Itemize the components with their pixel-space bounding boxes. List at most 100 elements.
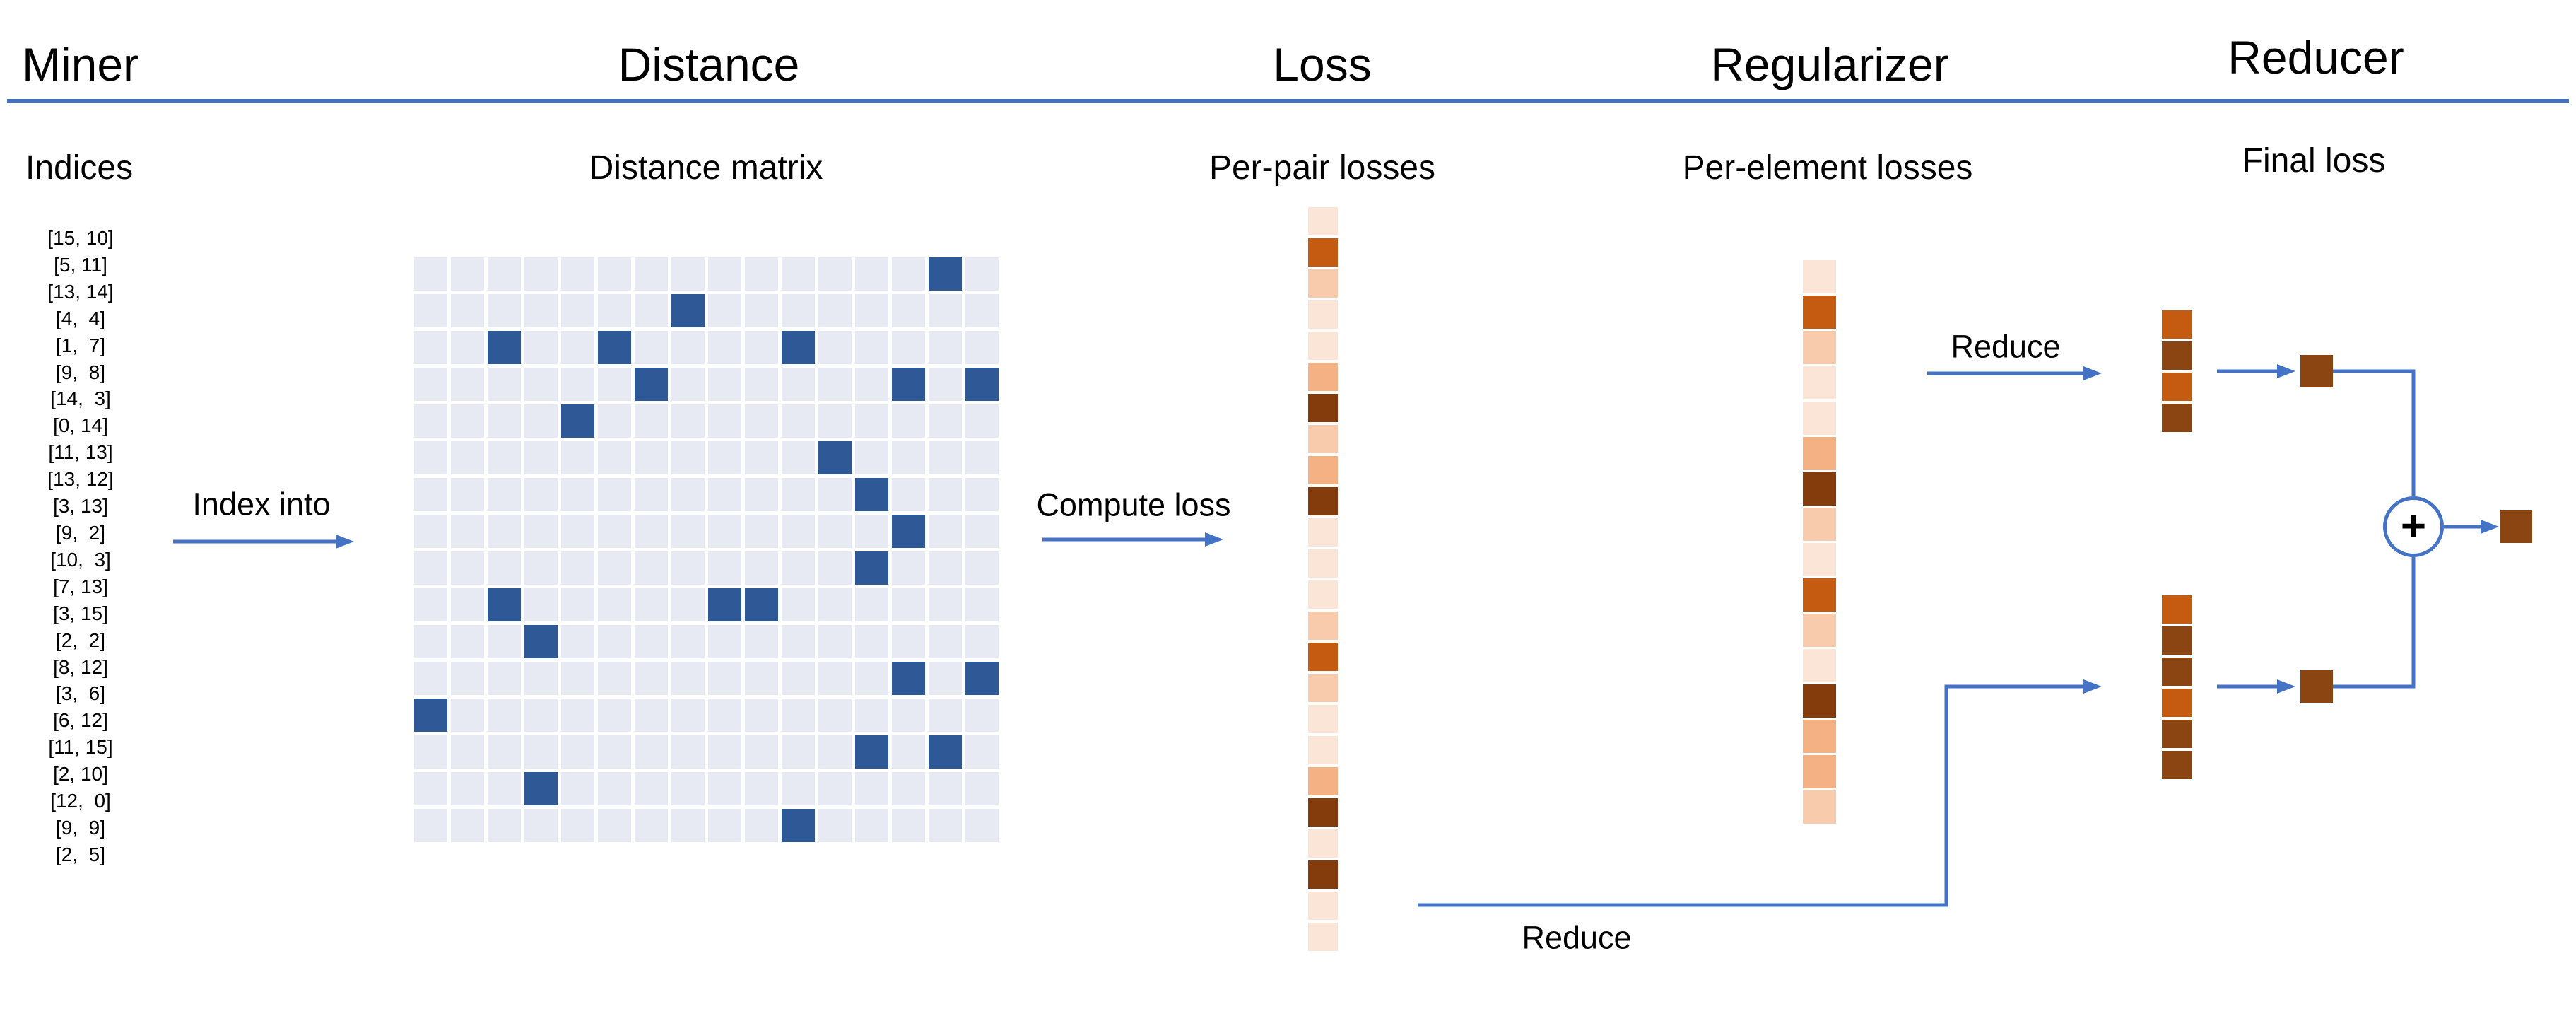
- matrix-cell: [671, 809, 705, 842]
- per-pair-loss-cell: [1308, 207, 1338, 235]
- per-pair-loss-cell: [1308, 363, 1338, 391]
- matrix-cell: [782, 441, 815, 474]
- matrix-cell: [488, 735, 521, 769]
- index-pair: [14, 3]: [50, 387, 111, 410]
- matrix-cell: [965, 478, 999, 511]
- matrix-cell: [414, 551, 447, 585]
- per-pair-losses-strip: [1308, 207, 1338, 951]
- matrix-cell: [524, 809, 558, 842]
- matrix-cell: [965, 735, 999, 769]
- matrix-cell: [745, 662, 778, 695]
- matrix-cell: [818, 257, 852, 291]
- matrix-cell: [708, 625, 741, 658]
- matrix-cell-mined: [635, 368, 668, 401]
- reduced-bottom-cell: [2162, 626, 2192, 655]
- matrix-cell: [635, 809, 668, 842]
- index-pair: [11, 13]: [48, 441, 113, 464]
- matrix-cell: [598, 625, 631, 658]
- matrix-cell: [892, 404, 925, 438]
- matrix-cell: [671, 515, 705, 548]
- matrix-cell: [671, 588, 705, 621]
- per-element-loss-cell: [1803, 684, 1836, 718]
- matrix-cell: [635, 662, 668, 695]
- matrix-cell: [818, 735, 852, 769]
- index-pair: [12, 0]: [50, 790, 111, 812]
- per-element-loss-cell: [1803, 331, 1836, 364]
- per-pair-loss-cell: [1308, 487, 1338, 515]
- matrix-cell: [782, 515, 815, 548]
- matrix-cell: [598, 588, 631, 621]
- matrix-cell: [561, 331, 594, 364]
- matrix-cell: [965, 257, 999, 291]
- matrix-cell-mined: [671, 294, 705, 327]
- per-pair-loss-cell: [1308, 332, 1338, 360]
- matrix-cell: [488, 257, 521, 291]
- matrix-cell: [561, 294, 594, 327]
- matrix-cell: [929, 809, 962, 842]
- matrix-cell: [782, 368, 815, 401]
- matrix-cell: [671, 257, 705, 291]
- matrix-cell: [635, 735, 668, 769]
- matrix-cell: [451, 331, 484, 364]
- index-pair: [8, 12]: [53, 655, 108, 678]
- matrix-cell: [561, 257, 594, 291]
- matrix-cell: [635, 257, 668, 291]
- index-pair: [11, 15]: [48, 736, 113, 759]
- reduce-bottom-label: Reduce: [1522, 919, 1632, 956]
- matrix-cell: [929, 551, 962, 585]
- matrix-cell: [855, 331, 888, 364]
- per-pair-loss-cell: [1308, 860, 1338, 889]
- sum-circle: +: [2383, 496, 2444, 557]
- index-pair: [13, 12]: [47, 468, 114, 491]
- matrix-cell: [818, 625, 852, 658]
- matrix-cell: [818, 515, 852, 548]
- matrix-cell: [451, 404, 484, 438]
- matrix-cell: [782, 294, 815, 327]
- index-pair: [6, 12]: [53, 709, 108, 732]
- matrix-cell: [671, 772, 705, 805]
- index-pair: [9, 8]: [55, 361, 106, 383]
- reduced-top-cell: [2162, 310, 2192, 339]
- matrix-cell: [708, 809, 741, 842]
- matrix-cell: [488, 478, 521, 511]
- matrix-cell: [818, 551, 852, 585]
- per-pair-loss-cell: [1308, 612, 1338, 640]
- per-pair-loss-cell: [1308, 892, 1338, 920]
- matrix-cell: [929, 699, 962, 732]
- matrix-cell-mined: [524, 772, 558, 805]
- sublabel-distance-matrix: Distance matrix: [589, 149, 823, 187]
- per-pair-loss-cell: [1308, 829, 1338, 858]
- per-pair-loss-cell: [1308, 518, 1338, 547]
- matrix-cell: [524, 441, 558, 474]
- matrix-cell: [929, 588, 962, 621]
- matrix-cell: [635, 699, 668, 732]
- matrix-cell-mined: [892, 515, 925, 548]
- matrix-cell: [929, 515, 962, 548]
- matrix-cell-mined: [708, 588, 741, 621]
- matrix-cell: [451, 257, 484, 291]
- index-pair: [13, 14]: [47, 280, 114, 303]
- index-pair: [3, 15]: [53, 602, 108, 624]
- matrix-cell: [524, 331, 558, 364]
- matrix-cell: [635, 441, 668, 474]
- matrix-cell: [451, 625, 484, 658]
- matrix-cell: [488, 404, 521, 438]
- per-pair-loss-cell: [1308, 798, 1338, 827]
- matrix-cell: [414, 404, 447, 438]
- matrix-cell: [561, 735, 594, 769]
- matrix-cell: [855, 441, 888, 474]
- matrix-cell: [818, 294, 852, 327]
- matrix-cell-mined: [561, 404, 594, 438]
- per-pair-loss-cell: [1308, 456, 1338, 484]
- matrix-cell: [561, 588, 594, 621]
- index-pair: [1, 7]: [55, 334, 106, 356]
- matrix-cell: [598, 478, 631, 511]
- index-into-label: Index into: [192, 486, 331, 522]
- matrix-cell: [929, 772, 962, 805]
- matrix-cell: [635, 294, 668, 327]
- matrix-cell: [561, 441, 594, 474]
- matrix-cell: [451, 735, 484, 769]
- header-divider-line: [7, 99, 2569, 103]
- matrix-cell: [855, 588, 888, 621]
